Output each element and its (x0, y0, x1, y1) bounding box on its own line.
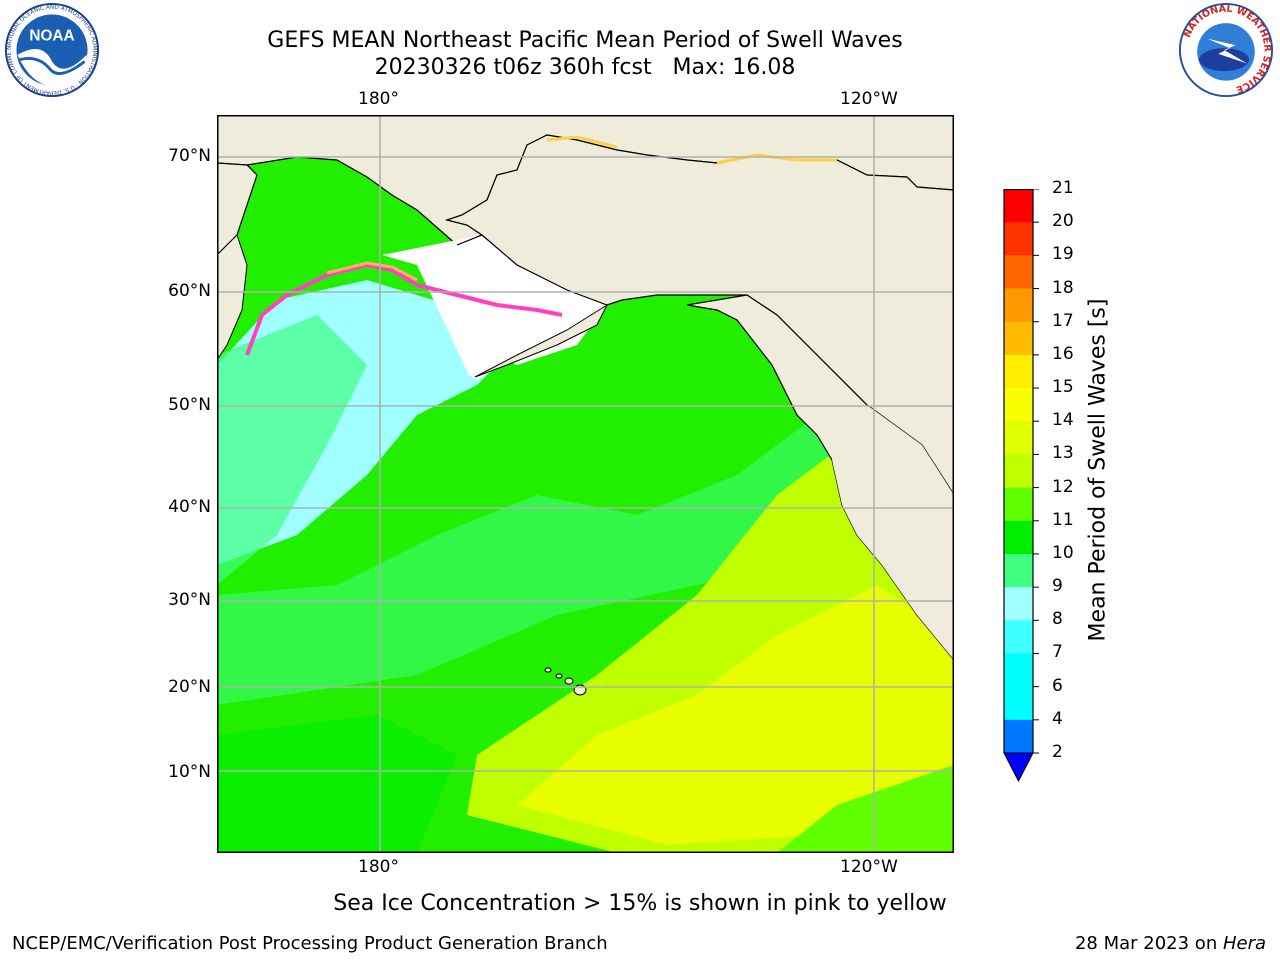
lat-label-60n: 60°N (168, 281, 211, 301)
colorbar-segment (1004, 553, 1033, 588)
colorbar-extend-arrow (1003, 752, 1034, 783)
colorbar-segment (1004, 454, 1033, 489)
lon-label-bottom-180: 180° (358, 857, 399, 877)
lat-label-40n: 40°N (168, 497, 211, 517)
colorbar-tick-label: 4 (1052, 708, 1063, 729)
colorbar-tick-label: 6 (1052, 675, 1063, 696)
colorbar-segment (1004, 255, 1033, 290)
lat-label-50n: 50°N (168, 395, 211, 415)
colorbar-segment (1004, 222, 1033, 256)
colorbar-tick-label: 2 (1052, 742, 1063, 762)
noaa-logo: NOAA NATIONAL OCEANIC AND ATMOSPHERIC AD… (4, 2, 100, 98)
colorbar-tick-label: 16 (1052, 343, 1074, 364)
land-kamchatka (217, 234, 248, 361)
colorbar-tick-label: 11 (1052, 509, 1074, 530)
land-siberia (217, 162, 258, 256)
colorbar-segment (1004, 587, 1033, 621)
lon-label-top-120w: 120°W (840, 89, 898, 109)
land-alaska-peninsula (474, 303, 609, 378)
colorbar-tick-label: 20 (1052, 211, 1074, 232)
map-border (217, 115, 954, 853)
noaa-logo-text: NOAA (29, 27, 74, 44)
swell-yellow-region (517, 585, 954, 845)
colorbar-border (1003, 189, 1034, 753)
footer-credit: NCEP/EMC/Verification Post Processing Pr… (12, 933, 608, 954)
colorbar-segment (1004, 653, 1033, 688)
colorbar-segment (1004, 719, 1033, 754)
lat-label-10n: 10°N (168, 762, 211, 782)
colorbar-tick-label: 18 (1052, 277, 1074, 298)
map-panel (217, 115, 954, 853)
colorbar-segment (1004, 620, 1033, 654)
colorbar-segment (1004, 520, 1033, 555)
colorbar-segment (1004, 321, 1033, 356)
footer-host: Hera (1222, 933, 1266, 954)
sea-ice-note: Sea Ice Concentration > 15% is shown in … (333, 891, 947, 916)
colorbar-tick-label: 19 (1052, 244, 1074, 265)
lat-label-70n: 70°N (168, 146, 211, 166)
colorbar-tick-label: 14 (1052, 410, 1074, 431)
sea-ice-edge-pink (245, 262, 563, 356)
colorbar-segment (1004, 686, 1033, 721)
colorbar-tick-label: 9 (1052, 576, 1063, 597)
colorbar-segment (1004, 487, 1033, 522)
colorbar-tick-label: 15 (1052, 377, 1074, 398)
swell-teal-region (217, 315, 367, 585)
lat-label-20n: 20°N (168, 677, 211, 697)
colorbar-tick-label: 8 (1052, 609, 1063, 630)
chart-title: GEFS MEAN Northeast Pacific Mean Period … (267, 28, 903, 53)
land-interior (832, 405, 954, 660)
swell-lightgreen-region (217, 415, 857, 705)
graticule (217, 115, 954, 853)
lon-label-bottom-120w: 120°W (840, 857, 898, 877)
sea-ice-north-yellow (546, 135, 618, 149)
colorbar-tick-label: 10 (1052, 542, 1074, 563)
colorbar-segment (1004, 189, 1033, 223)
colorbar-label: Mean Period of Swell Waves [s] (1085, 298, 1111, 642)
nws-logo: NATIONAL WEATHER SERVICE (1178, 2, 1274, 98)
swell-green-southwest (217, 715, 457, 853)
footer-date: 28 Mar 2023 on Hera (1074, 933, 1266, 954)
colorbar-segment (1004, 421, 1033, 455)
colorbar-tick-label: 21 (1052, 178, 1074, 198)
colorbar-tick-label: 7 (1052, 642, 1063, 663)
colorbar-segment (1004, 388, 1033, 422)
lon-label-top-180: 180° (358, 89, 399, 109)
swell-green-south (777, 765, 954, 853)
colorbar-tick-label: 13 (1052, 443, 1074, 464)
lat-label-30n: 30°N (168, 590, 211, 610)
colorbar (1003, 189, 1039, 783)
chart-subtitle: 20230326 t06z 360h fcst Max: 16.08 (374, 55, 796, 80)
colorbar-tick-label: 17 (1052, 310, 1074, 331)
colorbar-tick-label: 12 (1052, 476, 1074, 497)
colorbar-segment (1004, 288, 1033, 323)
colorbar-segment (1004, 354, 1033, 389)
